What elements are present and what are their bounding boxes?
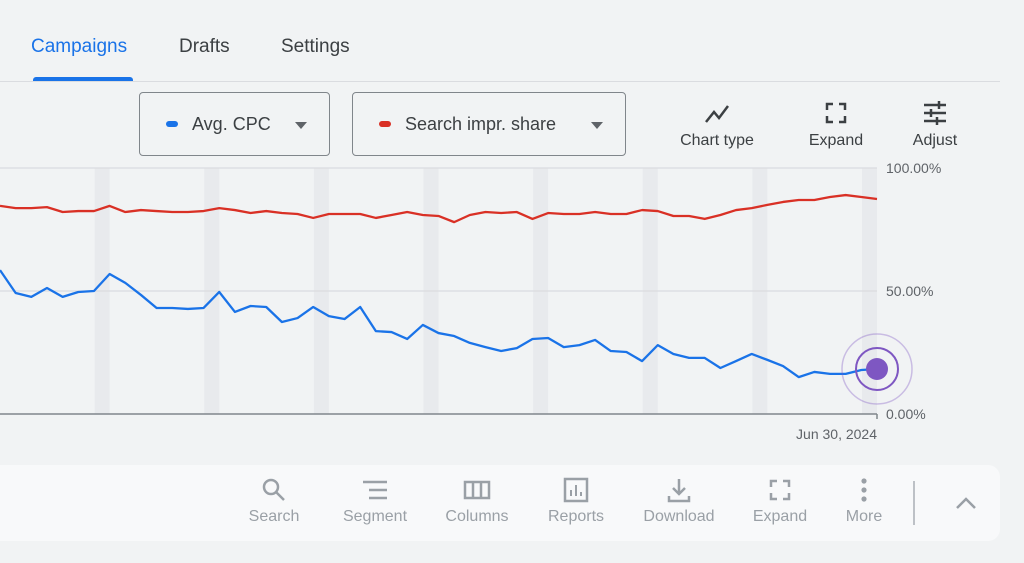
download-label: Download xyxy=(643,508,715,525)
chart-type-label: Chart type xyxy=(680,132,754,149)
download-button[interactable]: Download xyxy=(638,476,720,526)
reports-label: Reports xyxy=(547,508,605,525)
tab-campaigns[interactable]: Campaigns xyxy=(31,36,128,57)
segment-icon xyxy=(363,480,387,500)
tune-icon xyxy=(924,101,946,125)
y-tick-label: 0.00% xyxy=(886,406,926,422)
expand-table-button[interactable]: Expand xyxy=(750,476,810,526)
search-icon xyxy=(262,478,285,501)
highlight-ring xyxy=(855,346,899,391)
y-tick-label: 100.00% xyxy=(886,160,941,176)
more-button[interactable]: More xyxy=(842,476,886,526)
toolbar-divider xyxy=(913,481,915,525)
tabs-divider xyxy=(0,81,1000,82)
adjust-button[interactable]: Adjust xyxy=(908,100,962,150)
reports-button[interactable]: Reports xyxy=(543,476,609,526)
tab-settings[interactable]: Settings xyxy=(281,36,350,57)
columns-label: Columns xyxy=(445,508,509,525)
caret-down-icon xyxy=(591,122,603,129)
metric-selector-search-impr-share[interactable]: Search impr. share xyxy=(352,92,626,156)
series-color-dot xyxy=(379,121,391,127)
adjust-label: Adjust xyxy=(912,132,958,149)
metric-selector-avg-cpc[interactable]: Avg. CPC xyxy=(139,92,330,156)
segment-label: Segment xyxy=(342,508,408,525)
line-chart-icon xyxy=(705,105,729,123)
expand-icon xyxy=(769,479,791,501)
more-vert-icon xyxy=(861,478,867,502)
active-tab-indicator xyxy=(33,77,133,81)
collapse-toolbar-button[interactable] xyxy=(952,492,980,519)
expand-label: Expand xyxy=(752,508,808,525)
more-label: More xyxy=(845,508,883,525)
columns-icon xyxy=(463,480,491,500)
columns-button[interactable]: Columns xyxy=(441,476,513,526)
chevron-up-icon xyxy=(956,497,976,509)
metric-label: Search impr. share xyxy=(405,113,557,134)
expand-chart-button[interactable]: Expand xyxy=(806,100,866,150)
highlight-point xyxy=(866,357,888,380)
tab-drafts[interactable]: Drafts xyxy=(179,36,230,57)
performance-chart: 100.00% 50.00% 0.00% Jun 30, 2024 xyxy=(0,160,941,442)
download-icon xyxy=(667,479,691,503)
metric-label: Avg. CPC xyxy=(192,113,271,134)
segment-button[interactable]: Segment xyxy=(338,476,412,526)
expand-label: Expand xyxy=(808,132,864,149)
series-color-dot xyxy=(166,121,178,127)
table-toolbar xyxy=(0,465,1000,541)
y-tick-label: 50.00% xyxy=(886,283,933,299)
search-label: Search xyxy=(248,508,300,525)
chart-type-button[interactable]: Chart type xyxy=(676,100,758,150)
reports-icon xyxy=(563,477,589,503)
x-tick-label: Jun 30, 2024 xyxy=(796,426,877,442)
search-button[interactable]: Search xyxy=(245,476,303,526)
highlight-halo xyxy=(841,333,913,405)
expand-icon xyxy=(825,102,847,124)
caret-down-icon xyxy=(295,122,307,129)
